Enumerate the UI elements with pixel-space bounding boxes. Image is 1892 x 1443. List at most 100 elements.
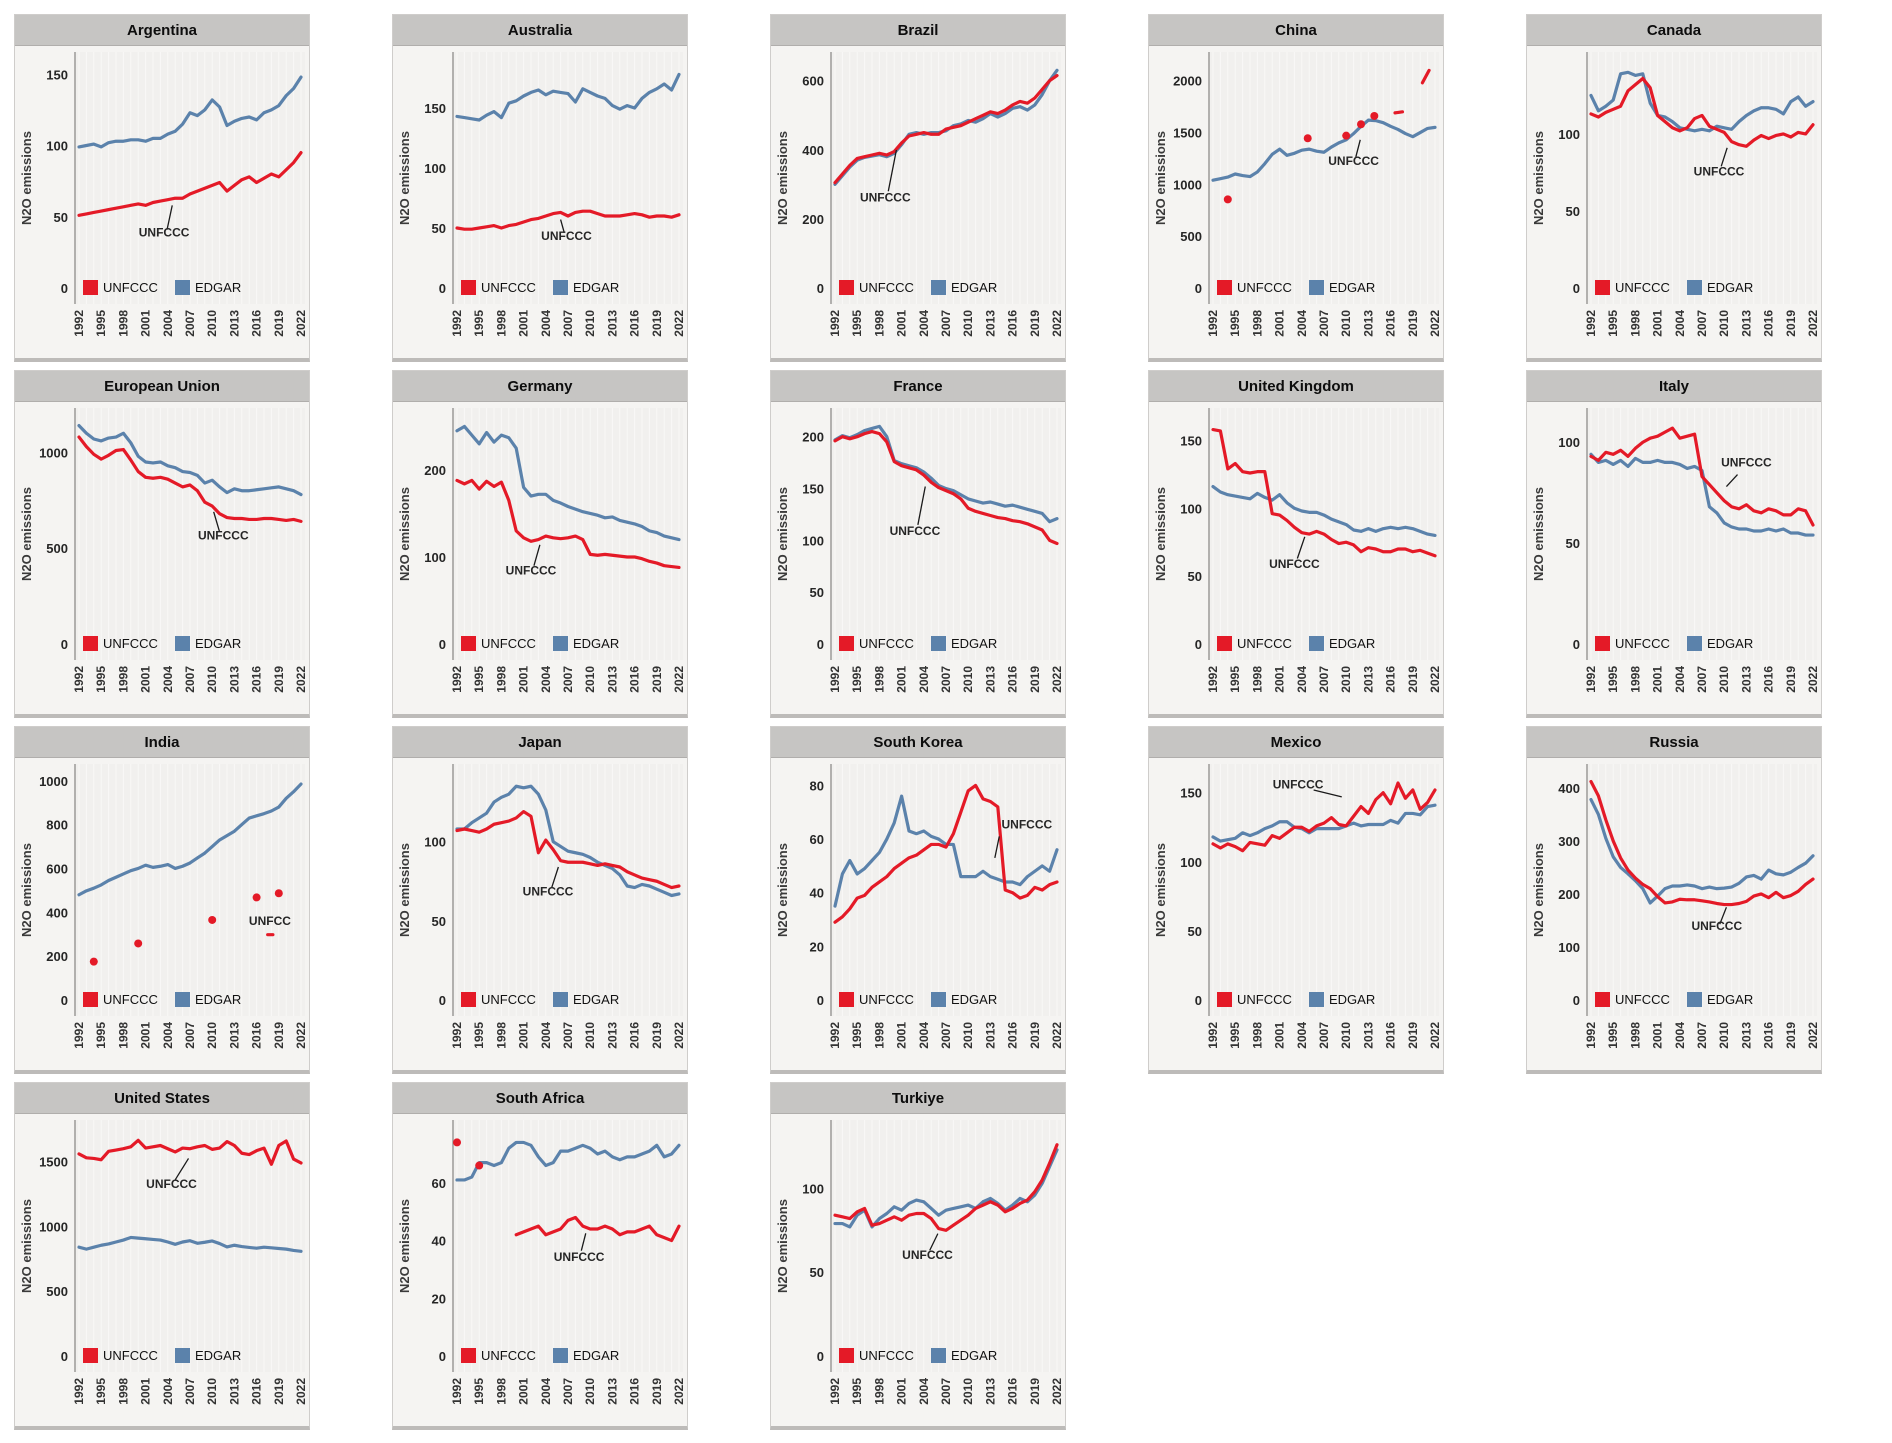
x-tick-label: 2010 xyxy=(205,310,219,337)
x-tick-label: 2022 xyxy=(1428,310,1442,337)
legend-swatch-unfccc xyxy=(83,636,98,651)
chart-title-china: China xyxy=(1149,15,1443,46)
legend-label-edgar: EDGAR xyxy=(951,280,997,295)
y-tick-label: 50 xyxy=(810,1265,824,1280)
series-segment-unfccc xyxy=(1393,110,1405,115)
legend-swatch-unfccc xyxy=(83,992,98,1007)
x-tick-label: 1992 xyxy=(72,1378,86,1405)
x-tick-label: 1998 xyxy=(872,310,886,337)
x-tick-label: 2013 xyxy=(227,1022,241,1049)
legend-swatch-unfccc xyxy=(1595,280,1610,295)
x-tick-label: 2007 xyxy=(561,310,575,337)
y-tick-label: 500 xyxy=(1180,229,1202,244)
legend-label-unfccc: UNFCCC xyxy=(481,992,536,1007)
legend-swatch-unfccc xyxy=(839,1348,854,1363)
annotation-leader-line xyxy=(917,486,926,525)
y-tick-label: 600 xyxy=(46,861,68,876)
x-tick-label: 2013 xyxy=(227,1378,241,1405)
chart-panel-china: China 0 500 1000 1500 2000 N2O emissions UNFCC… xyxy=(1148,14,1444,362)
x-tick-label: 2016 xyxy=(628,1378,642,1405)
x-tick-label: 2004 xyxy=(161,666,175,693)
chart-panel-united-kingdom: United Kingdom 0 50 100 150 N2O emissions UNF… xyxy=(1148,370,1444,718)
legend-label-edgar: EDGAR xyxy=(195,636,241,651)
legend-swatch-unfccc xyxy=(461,280,476,295)
chart-panel-germany: Germany 0 100 200 N2O emissions UNFCCC UNFCCC… xyxy=(392,370,688,718)
y-tick-label: 0 xyxy=(439,993,446,1008)
y-axis-label: N2O emissions xyxy=(397,131,412,225)
x-tick-label: 2001 xyxy=(1273,310,1287,337)
y-axis-label: N2O emissions xyxy=(397,843,412,937)
x-tick-label: 2013 xyxy=(983,1378,997,1405)
legend-swatch-edgar xyxy=(175,1348,190,1363)
x-tick-label: 2007 xyxy=(939,1378,953,1405)
chart-panel-united-states: United States 0 500 1000 1500 N2O emissions U… xyxy=(14,1082,310,1430)
chart-plot-japan: 0 50 100 N2O emissions UNFCCC UNFCCC EDGAR 1992… xyxy=(397,764,686,1049)
x-tick-label: 2016 xyxy=(250,666,264,693)
x-tick-label: 1998 xyxy=(1250,310,1264,337)
annotation-unfccc-label: UNFCC xyxy=(249,914,291,928)
annotation-leader-line xyxy=(559,219,565,233)
y-axis-label: N2O emissions xyxy=(19,487,34,581)
x-tick-label: 2022 xyxy=(1428,666,1442,693)
series-line-unfccc xyxy=(833,783,1059,924)
annotation-leader-line xyxy=(1296,536,1306,559)
x-tick-label: 1995 xyxy=(850,310,864,337)
x-tick-label: 2016 xyxy=(1006,1022,1020,1049)
y-tick-label: 0 xyxy=(817,281,824,296)
chart-plot-russia: 0 100 200 300 400 N2O emissions UNFCCC UNFCCC ED… xyxy=(1531,764,1820,1049)
x-tick-label: 2010 xyxy=(205,666,219,693)
x-tick-label: 1998 xyxy=(1628,310,1642,337)
x-tick-label: 2016 xyxy=(1384,310,1398,337)
legend-label-unfccc: UNFCCC xyxy=(1615,280,1670,295)
y-tick-label: 0 xyxy=(1195,637,1202,652)
y-tick-label: 0 xyxy=(817,637,824,652)
series-point-unfccc xyxy=(1223,195,1232,204)
annotation-unfccc-label: UNFCCC xyxy=(1273,778,1324,792)
x-tick-label: 2001 xyxy=(517,666,531,693)
legend-swatch-unfccc xyxy=(839,280,854,295)
y-axis-label: N2O emissions xyxy=(775,1199,790,1293)
x-tick-label: 2019 xyxy=(1028,1378,1042,1405)
legend-label-unfccc: UNFCCC xyxy=(103,992,158,1007)
y-tick-label: 800 xyxy=(46,818,68,833)
x-tick-label: 1995 xyxy=(850,1022,864,1049)
annotation-leader-line xyxy=(1720,147,1728,167)
x-tick-label: 2022 xyxy=(1050,1022,1064,1049)
x-tick-label: 2019 xyxy=(1784,1022,1798,1049)
y-tick-label: 2000 xyxy=(1173,74,1202,89)
x-tick-label: 1995 xyxy=(1228,666,1242,693)
y-axis-label: N2O emissions xyxy=(1153,131,1168,225)
legend-label-unfccc: UNFCCC xyxy=(1237,636,1292,651)
x-tick-label: 2010 xyxy=(961,666,975,693)
x-tick-label: 2022 xyxy=(294,1022,308,1049)
x-tick-label: 2013 xyxy=(227,310,241,337)
annotation-unfccc-label: UNFCCC xyxy=(541,229,592,243)
x-tick-label: 1992 xyxy=(450,1378,464,1405)
x-tick-label: 1992 xyxy=(828,1378,842,1405)
y-tick-label: 50 xyxy=(1566,204,1580,219)
y-tick-label: 50 xyxy=(1188,569,1202,584)
annotation-leader-line xyxy=(994,836,1000,858)
annotation-unfccc-label: UNFCCC xyxy=(1694,165,1745,179)
annotation-leader-line xyxy=(1355,139,1361,158)
y-tick-label: 200 xyxy=(424,463,446,478)
x-tick-label: 2016 xyxy=(250,1022,264,1049)
y-tick-label: 20 xyxy=(810,939,824,954)
series-line-edgar xyxy=(1589,797,1815,905)
chart-panel-italy: Italy 0 50 100 N2O emissions UNFCCC UNFCCC EDG… xyxy=(1526,370,1822,718)
x-tick-label: 2010 xyxy=(1339,666,1353,693)
legend-swatch-unfccc xyxy=(839,636,854,651)
series-line-unfccc xyxy=(1589,76,1815,148)
x-tick-label: 2010 xyxy=(583,1378,597,1405)
chart-panel-south-korea: South Korea 0 20 40 60 80 N2O emissions UNFCCC… xyxy=(770,726,1066,1074)
x-tick-label: 1995 xyxy=(1606,310,1620,337)
y-axis-label: N2O emissions xyxy=(1531,487,1546,581)
legend-swatch-edgar xyxy=(175,280,190,295)
y-tick-label: 60 xyxy=(432,1176,446,1191)
chart-title-south-korea: South Korea xyxy=(771,727,1065,758)
chart-title-argentina: Argentina xyxy=(15,15,309,46)
legend-label-unfccc: UNFCCC xyxy=(1615,636,1670,651)
y-tick-label: 50 xyxy=(432,914,446,929)
series-line-edgar xyxy=(77,1235,303,1253)
legend-label-unfccc: UNFCCC xyxy=(1615,992,1670,1007)
